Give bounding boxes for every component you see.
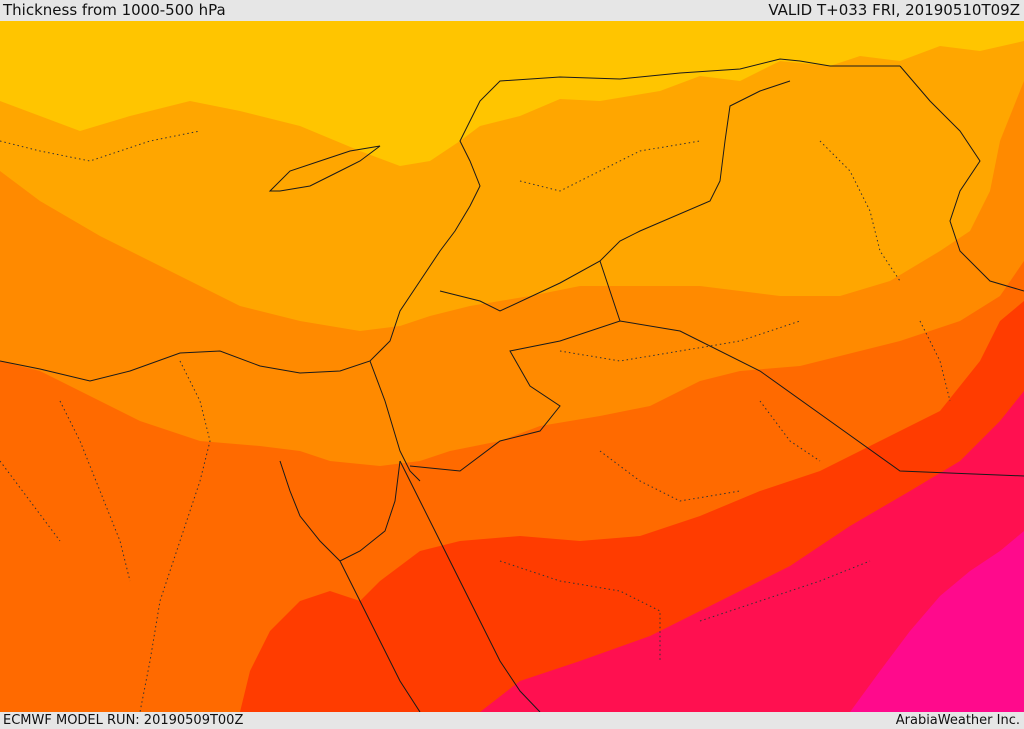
band-red-left — [240, 591, 400, 712]
valid-time: VALID T+033 FRI, 20190510T09Z — [768, 1, 1020, 19]
thickness-map-svg — [0, 21, 1024, 712]
credit: ArabiaWeather Inc. — [895, 713, 1020, 728]
model-run: ECMWF MODEL RUN: 20190509T00Z — [3, 713, 244, 728]
band-yellow-patch — [0, 21, 60, 51]
band-yellow — [0, 21, 1024, 166]
map-title: Thickness from 1000-500 hPa — [3, 1, 226, 19]
weather-map[interactable] — [0, 21, 1024, 712]
band-crimson — [480, 391, 1024, 712]
band-magenta — [850, 531, 1024, 712]
province-boundaries — [0, 130, 951, 712]
header-bar: Thickness from 1000-500 hPa VALID T+033 … — [0, 0, 1024, 21]
footer-bar: ECMWF MODEL RUN: 20190509T00Z ArabiaWeat… — [0, 712, 1024, 729]
country-borders — [0, 58, 1024, 712]
